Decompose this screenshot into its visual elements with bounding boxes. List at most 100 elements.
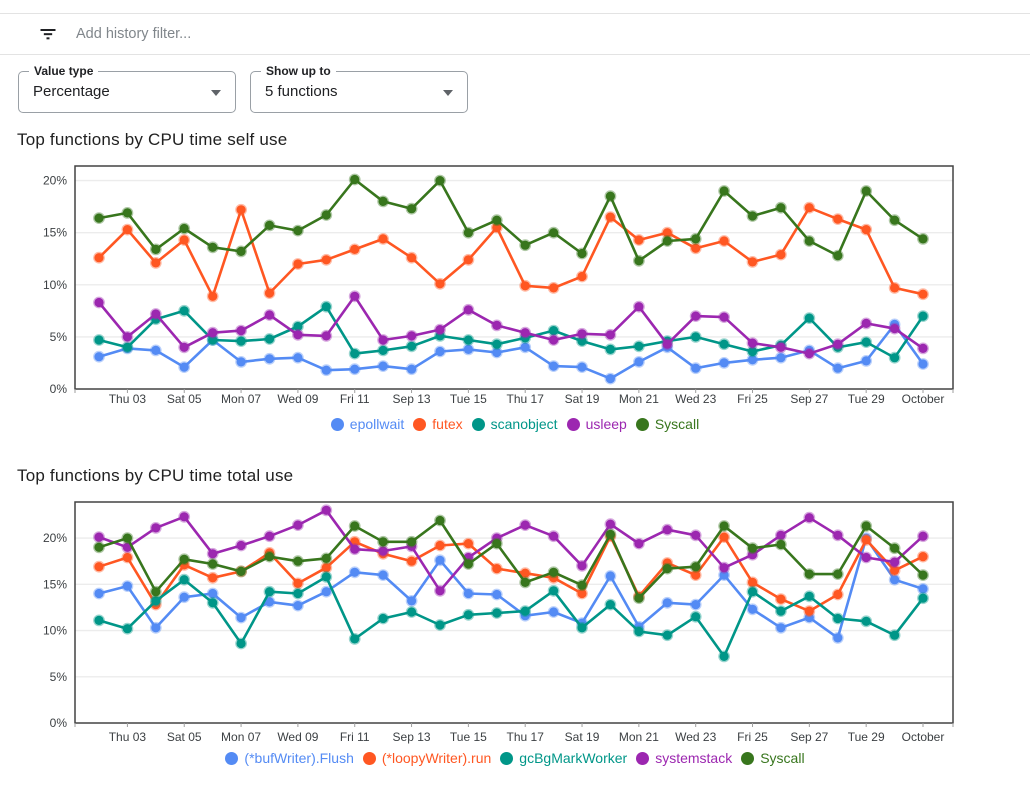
data-point[interactable]	[519, 576, 532, 589]
data-point[interactable]	[661, 562, 674, 575]
data-point[interactable]	[291, 577, 304, 590]
data-point[interactable]	[860, 615, 873, 628]
data-point[interactable]	[860, 223, 873, 236]
data-point[interactable]	[718, 531, 730, 543]
data-point[interactable]	[235, 539, 247, 552]
data-point[interactable]	[831, 529, 844, 542]
data-point[interactable]	[377, 545, 389, 557]
data-point[interactable]	[348, 363, 361, 376]
data-point[interactable]	[377, 334, 389, 346]
data-point[interactable]	[689, 560, 702, 573]
data-point[interactable]	[604, 190, 617, 203]
data-point[interactable]	[831, 568, 844, 580]
data-point[interactable]	[377, 195, 389, 208]
data-point[interactable]	[320, 504, 333, 517]
data-point[interactable]	[434, 584, 446, 597]
data-point[interactable]	[149, 621, 162, 634]
data-point[interactable]	[689, 330, 702, 343]
data-point[interactable]	[689, 362, 702, 375]
data-point[interactable]	[718, 185, 730, 197]
data-point[interactable]	[121, 341, 134, 354]
data-point[interactable]	[633, 300, 645, 313]
data-point[interactable]	[689, 310, 702, 322]
data-point[interactable]	[434, 514, 446, 527]
data-point[interactable]	[860, 520, 873, 532]
data-point[interactable]	[775, 529, 787, 542]
data-point[interactable]	[377, 344, 389, 357]
data-point[interactable]	[93, 560, 105, 573]
data-point[interactable]	[888, 556, 901, 568]
data-point[interactable]	[831, 338, 844, 351]
data-point[interactable]	[917, 233, 929, 245]
data-point[interactable]	[263, 352, 276, 365]
data-point[interactable]	[377, 360, 389, 372]
chart-cpu-self-use[interactable]: 0% 5% 10% 15% 20% Thu 03 Sat 05 Mon 07 Wed 09 Fri…	[0, 160, 1030, 415]
data-point[interactable]	[576, 247, 588, 260]
data-point[interactable]	[803, 201, 816, 214]
data-point[interactable]	[206, 558, 219, 570]
data-point[interactable]	[661, 629, 674, 642]
data-point[interactable]	[860, 534, 873, 546]
data-point[interactable]	[291, 258, 304, 270]
data-point[interactable]	[888, 282, 901, 294]
data-point[interactable]	[291, 351, 304, 364]
data-point[interactable]	[377, 612, 389, 625]
data-point[interactable]	[263, 219, 276, 232]
data-point[interactable]	[604, 528, 617, 541]
data-point[interactable]	[93, 296, 105, 309]
data-point[interactable]	[291, 599, 304, 612]
data-point[interactable]	[831, 249, 844, 262]
data-point[interactable]	[263, 287, 276, 299]
data-point[interactable]	[149, 243, 162, 256]
data-point[interactable]	[348, 243, 361, 256]
data-point[interactable]	[434, 174, 446, 187]
data-point[interactable]	[348, 520, 361, 532]
data-point[interactable]	[547, 334, 560, 346]
data-point[interactable]	[462, 343, 475, 356]
data-point[interactable]	[661, 338, 674, 351]
data-point[interactable]	[93, 350, 105, 363]
data-point[interactable]	[888, 351, 901, 364]
data-point[interactable]	[775, 605, 787, 617]
data-point[interactable]	[291, 224, 304, 237]
data-point[interactable]	[803, 590, 816, 603]
data-point[interactable]	[917, 583, 929, 595]
data-point[interactable]	[831, 588, 844, 601]
data-point[interactable]	[377, 535, 389, 548]
data-point[interactable]	[917, 288, 929, 301]
data-point[interactable]	[604, 598, 617, 611]
data-point[interactable]	[320, 552, 333, 565]
data-point[interactable]	[206, 587, 219, 600]
data-point[interactable]	[149, 595, 162, 607]
data-point[interactable]	[291, 587, 304, 600]
data-point[interactable]	[718, 338, 730, 351]
data-point[interactable]	[320, 209, 333, 221]
data-point[interactable]	[888, 214, 901, 227]
data-point[interactable]	[547, 530, 560, 543]
data-point[interactable]	[178, 341, 191, 354]
data-point[interactable]	[746, 542, 759, 555]
data-point[interactable]	[149, 585, 162, 598]
data-point[interactable]	[93, 212, 105, 224]
data-point[interactable]	[348, 347, 361, 360]
data-point[interactable]	[917, 358, 929, 370]
data-point[interactable]	[490, 537, 503, 550]
data-point[interactable]	[462, 253, 475, 266]
data-point[interactable]	[831, 213, 844, 225]
data-point[interactable]	[291, 519, 304, 531]
data-point[interactable]	[547, 584, 560, 597]
data-point[interactable]	[689, 598, 702, 611]
data-point[interactable]	[434, 277, 446, 290]
data-point[interactable]	[917, 530, 929, 543]
data-point[interactable]	[377, 569, 389, 581]
data-point[interactable]	[434, 619, 446, 631]
data-point[interactable]	[888, 322, 901, 335]
chart-cpu-total-use[interactable]: 0% 5% 10% 15% 20% Thu 03 Sat 05 Mon 07 Wed 09 Fri…	[0, 495, 1030, 753]
data-point[interactable]	[519, 605, 532, 617]
data-point[interactable]	[576, 270, 588, 283]
data-point[interactable]	[633, 254, 645, 267]
data-point[interactable]	[576, 621, 588, 634]
data-point[interactable]	[519, 341, 532, 354]
data-point[interactable]	[746, 576, 759, 589]
data-point[interactable]	[178, 222, 191, 235]
